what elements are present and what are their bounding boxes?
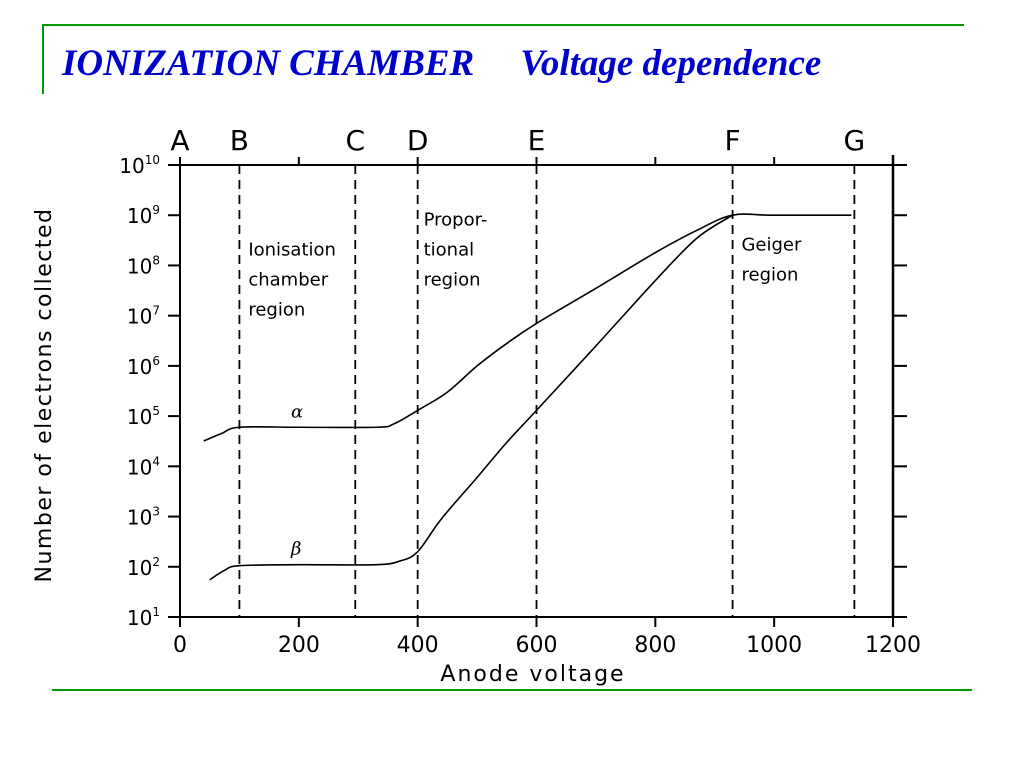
x-tick-label: 800 xyxy=(634,633,676,658)
series-line-beta xyxy=(209,214,734,581)
x-tick-label: 600 xyxy=(516,633,558,658)
y-tick-base: 10 xyxy=(127,204,152,228)
region-annotation: Propor- xyxy=(424,209,488,230)
region-letter: G xyxy=(844,124,866,157)
x-tick-label: 1000 xyxy=(746,633,802,658)
series-label: α xyxy=(291,401,303,422)
region-letter: C xyxy=(345,124,365,157)
region-annotation: Ionisation xyxy=(248,239,336,260)
y-tick-base: 10 xyxy=(127,506,152,530)
y-tick-exponent: 2 xyxy=(152,555,160,569)
y-tick-base: 10 xyxy=(127,355,152,379)
y-tick-base: 10 xyxy=(127,405,152,429)
slide-title: IONIZATION CHAMBER Voltage dependence xyxy=(62,40,821,88)
y-tick-label: 105 xyxy=(127,404,160,429)
series-label: β xyxy=(290,539,301,560)
top-rule xyxy=(42,24,964,26)
y-tick-label: 101 xyxy=(127,605,160,630)
y-tick-base: 10 xyxy=(127,556,152,580)
y-tick-label: 107 xyxy=(127,304,160,329)
y-tick-exponent: 4 xyxy=(152,454,160,468)
y-tick-label: 109 xyxy=(127,203,160,228)
y-tick-base: 10 xyxy=(127,606,152,630)
title-subtitle: Voltage dependence xyxy=(520,43,822,84)
y-tick-base: 10 xyxy=(127,455,152,479)
series-line-alpha xyxy=(203,213,852,442)
region-annotation: region xyxy=(741,264,798,285)
title-main: IONIZATION CHAMBER xyxy=(62,43,475,84)
region-annotation: region xyxy=(248,299,305,320)
region-letter: E xyxy=(528,124,546,157)
y-tick-base: 10 xyxy=(127,254,152,278)
region-letter: F xyxy=(725,124,741,157)
y-tick-label: 103 xyxy=(127,505,160,530)
y-tick-exponent: 10 xyxy=(145,153,160,167)
y-tick-exponent: 1 xyxy=(152,605,160,619)
y-tick-exponent: 9 xyxy=(152,203,160,217)
x-tick-label: 200 xyxy=(278,633,320,658)
left-accent-rule xyxy=(42,24,44,94)
y-tick-label: 104 xyxy=(127,454,160,479)
y-tick-exponent: 5 xyxy=(152,404,160,418)
x-tick-label: 400 xyxy=(397,633,439,658)
region-letter: B xyxy=(230,124,249,157)
y-tick-exponent: 3 xyxy=(152,505,160,519)
x-tick-label: 0 xyxy=(173,633,187,658)
y-tick-label: 1010 xyxy=(119,153,160,178)
x-tick-label: 1200 xyxy=(865,633,921,658)
y-tick-exponent: 8 xyxy=(152,253,160,267)
bottom-rule xyxy=(52,689,972,691)
region-annotation: region xyxy=(424,269,481,290)
region-letter: D xyxy=(407,124,429,157)
region-letter: A xyxy=(170,124,189,157)
region-annotation: Geiger xyxy=(741,234,802,255)
y-tick-base: 10 xyxy=(119,154,144,178)
y-tick-label: 108 xyxy=(127,253,160,278)
y-tick-exponent: 6 xyxy=(152,354,160,368)
y-axis-title: Number of electrons collected xyxy=(32,208,57,583)
y-tick-base: 10 xyxy=(127,305,152,329)
y-tick-label: 102 xyxy=(127,555,160,580)
region-annotation: chamber xyxy=(248,269,328,290)
y-tick-exponent: 7 xyxy=(152,304,160,318)
y-tick-label: 106 xyxy=(127,354,160,379)
x-axis-title: Anode voltage xyxy=(440,662,625,687)
region-annotation: tional xyxy=(424,239,475,260)
